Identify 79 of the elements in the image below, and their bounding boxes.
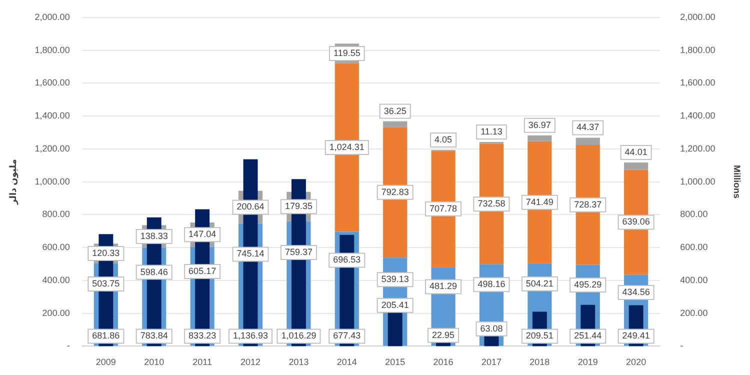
x-tick-label: 2009: [96, 357, 116, 368]
data-label: 11.13: [480, 126, 502, 137]
y-tick-label: 1,000.00: [34, 176, 70, 186]
data-label: 681.86: [92, 330, 120, 341]
data-label: 783.84: [140, 330, 168, 341]
data-label: 481.29: [430, 281, 458, 292]
data-label: 696.53: [333, 254, 361, 265]
y-tick-label: 1,600.00: [34, 78, 70, 88]
data-label: 205.41: [381, 300, 409, 310]
data-label: 22.95: [432, 330, 455, 340]
data-label: 249.41: [622, 330, 650, 341]
data-label: 503.75: [92, 278, 120, 288]
x-tick-label: 2017: [481, 357, 502, 368]
y-tick-label: 1,200.00: [34, 143, 70, 154]
y2-axis-title: Millions: [732, 165, 742, 199]
data-label: 36.97: [528, 120, 551, 130]
data-label: 251.44: [574, 330, 602, 341]
data-label: 434.56: [622, 286, 650, 297]
y-tick-label: -: [66, 340, 70, 351]
data-label: 745.14: [236, 248, 264, 259]
y2-tick-label: 400.00: [680, 274, 708, 285]
data-label: 147.04: [188, 229, 216, 240]
data-label: 36.25: [384, 106, 406, 116]
y-tick-label: 200.00: [42, 308, 70, 318]
data-label: 605.17: [188, 266, 216, 276]
data-label: 728.37: [574, 199, 602, 210]
data-label: 1,016.29: [281, 330, 316, 341]
x-tick-label: 2016: [433, 357, 454, 368]
data-label: 598.46: [140, 266, 168, 277]
data-label: 504.21: [526, 278, 554, 288]
y-tick-label: 1,800.00: [34, 44, 70, 55]
data-label: 741.49: [526, 196, 554, 207]
y2-tick-label: 200.00: [680, 308, 708, 318]
data-label: 639.06: [622, 216, 650, 227]
y-tick-label: 800.00: [42, 209, 70, 220]
data-label: 707.78: [430, 203, 458, 214]
data-label: 119.55: [333, 48, 360, 58]
y2-tick-label: 800.00: [680, 209, 708, 220]
data-label: 63.08: [480, 323, 503, 334]
data-label: 200.64: [236, 202, 264, 212]
data-label: 732.58: [478, 198, 506, 209]
y2-tick-label: 600.00: [680, 242, 708, 252]
y-tick-label: 600.00: [42, 242, 70, 252]
data-label: 4.05: [434, 134, 452, 145]
data-label: 179.35: [284, 201, 312, 212]
y2-tick-label: 1,200.00: [680, 143, 716, 154]
x-tick-label: 2010: [144, 357, 164, 368]
x-tick-label: 2014: [336, 357, 357, 368]
data-label: 792.83: [381, 186, 409, 197]
y-tick-label: 400.00: [42, 274, 70, 285]
y2-tick-label: 1,400.00: [680, 110, 716, 121]
data-label: 44.37: [576, 122, 600, 132]
x-tick-label: 2020: [626, 357, 646, 368]
y2-tick-label: 1,800.00: [680, 44, 716, 55]
data-label: 759.37: [284, 246, 312, 257]
data-label: 539.13: [381, 274, 409, 284]
data-label: 495.29: [574, 279, 602, 290]
data-label: 833.23: [188, 330, 216, 341]
x-tick-label: 2012: [240, 357, 261, 368]
data-label: 498.16: [478, 279, 506, 290]
x-tick-label: 2011: [192, 357, 212, 368]
y2-tick-label: 1,000.00: [680, 176, 716, 186]
data-label: 138.33: [140, 230, 168, 241]
x-tick-label: 2018: [530, 357, 550, 368]
data-label: 1,136.93: [232, 330, 268, 341]
x-tick-label: 2015: [385, 357, 406, 368]
y2-tick-label: 1,600.00: [680, 78, 716, 88]
y2-tick-label: 2,000.00: [680, 12, 716, 22]
y-tick-label: 1,400.00: [34, 110, 70, 121]
y2-tick-label: -: [680, 340, 684, 351]
y-axis-title: ملیون دالر: [8, 159, 19, 206]
data-label: 677.43: [333, 330, 361, 341]
y-tick-label: 2,000.00: [34, 12, 70, 22]
data-label: 209.51: [526, 330, 554, 341]
x-tick-label: 2019: [578, 357, 598, 368]
data-label: 1,024.31: [329, 142, 364, 152]
data-label: 120.33: [92, 248, 120, 258]
data-label: 44.01: [624, 146, 648, 157]
x-tick-label: 2013: [288, 357, 309, 368]
